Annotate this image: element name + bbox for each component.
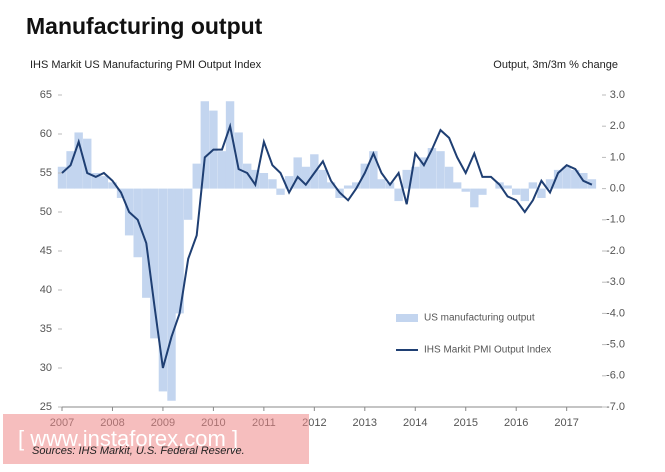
bar xyxy=(520,188,529,202)
bar xyxy=(545,179,555,189)
y-tick-label: 55 xyxy=(40,167,52,179)
bar xyxy=(444,166,454,189)
bar xyxy=(192,163,201,189)
bar xyxy=(225,101,235,189)
x-tick-label: 2017 xyxy=(554,417,578,429)
x-tick-label: 2013 xyxy=(353,417,377,429)
bar xyxy=(74,132,83,189)
y2-tick-label: -1.0 xyxy=(606,214,625,226)
y-tick-label: 45 xyxy=(40,245,52,257)
bar xyxy=(99,176,109,189)
y-tick-label: 60 xyxy=(40,128,52,140)
watermark-box xyxy=(3,414,309,464)
bar xyxy=(175,188,184,314)
bar xyxy=(369,151,378,189)
y2-tick-label: -3.0 xyxy=(606,276,625,288)
bar xyxy=(427,148,437,189)
legend-label: IHS Markit PMI Output Index xyxy=(424,345,551,356)
x-tick-label: 2015 xyxy=(453,417,477,429)
bar xyxy=(301,166,310,189)
bar xyxy=(326,182,336,189)
y2-tick-label: 1.0 xyxy=(610,151,625,163)
bar xyxy=(133,188,142,258)
bar xyxy=(268,179,277,189)
y-tick-label: 40 xyxy=(40,284,52,296)
chart-title: Manufacturing output xyxy=(26,13,263,39)
bar xyxy=(158,188,168,392)
bar xyxy=(478,188,487,195)
bar xyxy=(150,188,159,339)
bar xyxy=(402,169,411,189)
bar xyxy=(537,188,546,198)
bar xyxy=(419,157,429,189)
bar xyxy=(293,157,302,189)
bar xyxy=(503,185,512,189)
bar xyxy=(394,188,403,202)
subtitle: Output, 3m/3m % change xyxy=(493,59,618,71)
y2-tick-label: -2.0 xyxy=(606,245,625,257)
y2-tick-label: 0.0 xyxy=(610,183,625,195)
bar xyxy=(83,138,92,189)
bar xyxy=(217,151,227,189)
subtitle: IHS Markit US Manufacturing PMI Output I… xyxy=(30,59,262,71)
bar xyxy=(377,179,386,189)
x-tick-label: 2014 xyxy=(403,417,427,429)
legend-swatch xyxy=(396,314,418,322)
bar xyxy=(183,188,193,220)
bar xyxy=(343,185,353,189)
watermark: [ www.instaforex.com ] xyxy=(18,426,238,451)
bar xyxy=(452,182,462,189)
bar xyxy=(436,151,445,189)
plot: 25 30 35 40 45 50 55 60 65 -7.0 -6.0 -5.0 -4.0 -3.0 -2… xyxy=(40,89,625,429)
source: Sources: IHS Markit, U.S. Federal Reserv… xyxy=(32,445,245,457)
bar xyxy=(352,182,361,189)
y-tick-label: 50 xyxy=(40,206,52,218)
bar xyxy=(108,182,117,189)
bar xyxy=(461,188,470,192)
y2-tick-label: -7.0 xyxy=(606,401,625,413)
y2-tick-label: -6.0 xyxy=(606,370,625,382)
bar xyxy=(284,176,294,189)
bar xyxy=(470,188,479,208)
bar xyxy=(259,173,269,189)
y2-tick-label: 3.0 xyxy=(610,89,625,101)
bar xyxy=(553,169,563,189)
bar xyxy=(528,182,538,189)
x-tick-label: 2016 xyxy=(504,417,528,429)
y-tick-label: 35 xyxy=(40,323,52,335)
bar xyxy=(91,173,101,189)
bar xyxy=(512,188,521,195)
y2-tick-label: -5.0 xyxy=(606,339,625,351)
bar xyxy=(66,151,75,189)
bar xyxy=(318,169,328,189)
bar xyxy=(276,188,285,195)
y-tick-label: 30 xyxy=(40,362,52,374)
bar xyxy=(234,132,243,189)
bar xyxy=(571,169,580,189)
y2-tick-label: -4.0 xyxy=(606,307,625,319)
bar xyxy=(167,188,176,401)
bar xyxy=(57,166,67,189)
line xyxy=(61,122,593,369)
bar xyxy=(251,169,260,189)
bar xyxy=(562,166,571,189)
y-tick-label: 25 xyxy=(40,401,52,413)
y2-tick-label: 2.0 xyxy=(610,120,625,132)
bar xyxy=(360,163,370,189)
bar xyxy=(243,163,252,189)
bar xyxy=(200,101,210,189)
bar xyxy=(411,166,420,189)
legend-label: US manufacturing output xyxy=(424,313,535,324)
y-tick-label: 65 xyxy=(40,89,52,101)
